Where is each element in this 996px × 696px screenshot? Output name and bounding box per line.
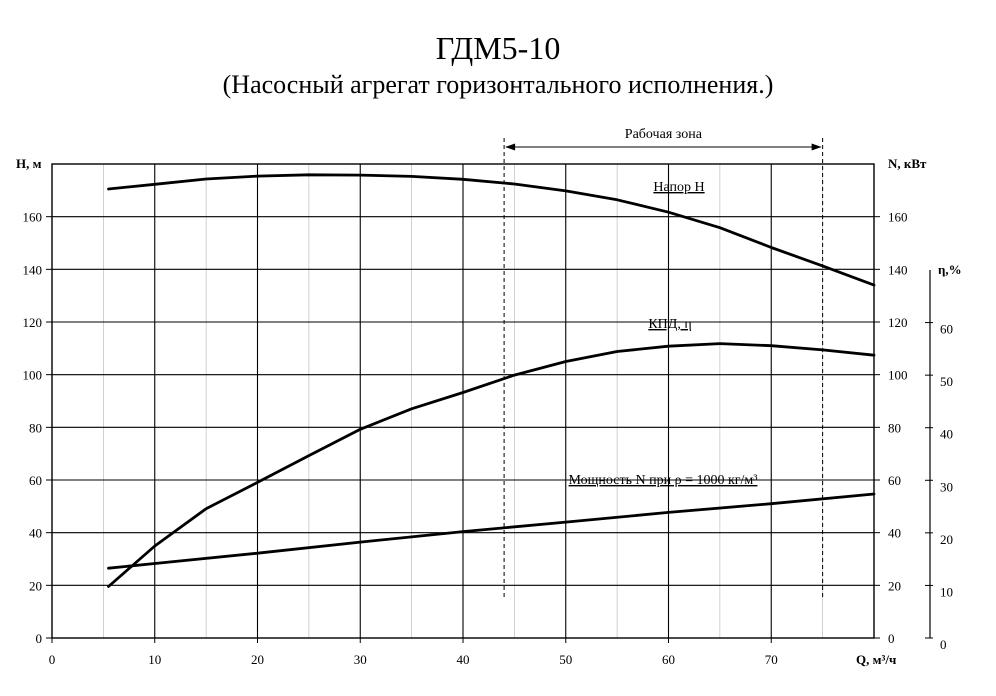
- y-right-tick-label: 140: [888, 262, 908, 277]
- x-tick-label: 30: [354, 652, 367, 667]
- working-zone: Рабочая зона: [503, 127, 824, 600]
- eff-tick-label: 30: [940, 479, 953, 494]
- eff-tick-label: 60: [940, 322, 953, 337]
- x-tick-label: 70: [765, 652, 778, 667]
- y-right-tick-label: 60: [888, 473, 901, 488]
- x-tick-label: 0: [49, 652, 56, 667]
- y-left-tick-label: 0: [36, 631, 43, 646]
- x-tick-label: 10: [148, 652, 161, 667]
- working-zone-arrow-right: [811, 143, 822, 151]
- efficiency-axis-label: η,%: [938, 262, 962, 277]
- y-left-tick-label: 100: [23, 368, 43, 383]
- x-tick-label: 20: [251, 652, 264, 667]
- head-curve: [107, 173, 876, 287]
- y-left-axis-label: Н, м: [16, 156, 42, 171]
- eff-tick-label: 10: [940, 584, 953, 599]
- y-left-tick-label: 140: [23, 262, 43, 277]
- eff-tick-label: 20: [940, 532, 953, 547]
- eff-tick-label: 0: [940, 637, 947, 652]
- power-curve: [107, 492, 876, 570]
- efficiency-curve: [107, 342, 876, 588]
- y-left-tick-label: 60: [29, 473, 42, 488]
- eff-tick-label: 40: [940, 427, 953, 442]
- x-tick-label: 60: [662, 652, 675, 667]
- grid-layer: [52, 164, 874, 638]
- y-right-tick-label: 40: [888, 526, 901, 541]
- y-left-tick-label: 20: [29, 578, 42, 593]
- chart-title: ГДМ5-10: [435, 30, 561, 66]
- y-left-tick-label: 80: [29, 420, 42, 435]
- y-right-tick-label: 20: [888, 578, 901, 593]
- x-axis-label: Q, м³/ч: [856, 652, 896, 667]
- x-tick-label: 40: [457, 652, 470, 667]
- efficiency-curve-label: КПД, η: [648, 317, 691, 332]
- y-right-tick-label: 80: [888, 420, 901, 435]
- x-tick-label: 50: [559, 652, 572, 667]
- working-zone-arrow-left: [505, 143, 516, 151]
- curves: [107, 173, 876, 588]
- y-right-tick-label: 160: [888, 210, 908, 225]
- chart-subtitle: (Насосный агрегат горизонтального исполн…: [222, 70, 774, 99]
- y-left-tick-label: 160: [23, 210, 43, 225]
- power-curve-label: Мощность N при ρ = 1000 кг/м³: [569, 473, 758, 488]
- working-zone-label: Рабочая зона: [625, 127, 703, 142]
- y-left-tick-label: 40: [29, 526, 42, 541]
- y-left-tick-label: 120: [23, 315, 43, 330]
- labels: Напор Н КПД, η Мощность N при ρ = 1000 кг/…: [569, 180, 758, 488]
- y-right-axis-label: N, кВт: [888, 156, 927, 171]
- y-right-tick-label: 0: [888, 631, 895, 646]
- head-curve-label: Напор Н: [653, 180, 704, 195]
- eff-tick-label: 50: [940, 374, 953, 389]
- y-right-tick-label: 100: [888, 368, 908, 383]
- y-right-tick-label: 120: [888, 315, 908, 330]
